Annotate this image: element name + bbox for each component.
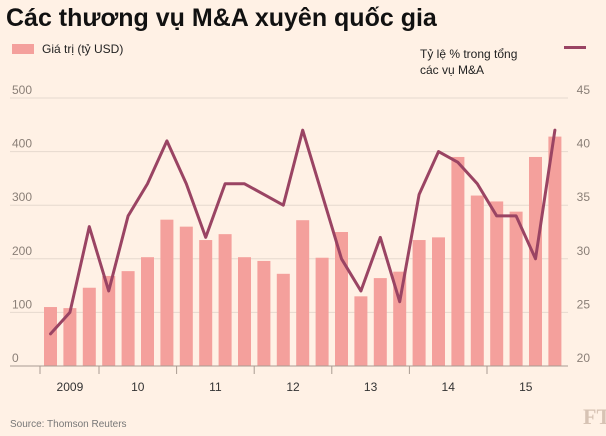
y-right-tick-label: 40 (577, 137, 591, 151)
bar (354, 296, 368, 366)
source-note: Source: Thomson Reuters (10, 419, 127, 430)
legend-line: Tỷ lệ % trong tổng các vụ M&A (420, 46, 560, 78)
bar (432, 237, 445, 366)
bar (335, 232, 348, 366)
bar (179, 226, 193, 366)
bar (160, 219, 174, 366)
y-left-tick-label: 400 (12, 137, 32, 151)
y-left-tick-label: 200 (12, 244, 32, 258)
x-tick-label: 2009 (57, 380, 84, 394)
bar (121, 271, 135, 366)
ft-logo: FT (583, 404, 606, 429)
bar (238, 257, 251, 366)
share-line (49, 128, 557, 336)
bar (82, 287, 96, 366)
bar (141, 257, 154, 366)
y-right-tick-label: 25 (577, 297, 591, 311)
y-right-tick-label: 45 (577, 83, 591, 97)
y-left-tick-label: 500 (12, 83, 32, 97)
bar (218, 234, 232, 366)
bar (490, 201, 504, 366)
bar (451, 156, 465, 366)
bar (296, 220, 310, 366)
chart-title: Các thương vụ M&A xuyên quốc gia (6, 4, 437, 32)
x-tick-label: 15 (519, 380, 533, 394)
legend-bar: Giá trị (tỷ USD) (12, 42, 123, 56)
legend-bar-swatch (12, 44, 34, 54)
bar (548, 136, 562, 366)
bar (199, 240, 213, 366)
x-tick-label: 10 (131, 380, 145, 394)
bar (257, 260, 271, 366)
y-left-tick-label: 0 (12, 351, 19, 365)
legend-bar-label: Giá trị (tỷ USD) (42, 42, 124, 56)
bar (509, 211, 523, 366)
y-left-tick-label: 300 (12, 190, 32, 204)
legend-line-label-2: các vụ M&A (420, 63, 485, 77)
x-tick-label: 11 (209, 380, 222, 394)
legend-line-label-1: Tỷ lệ % trong tổng (420, 47, 518, 61)
bar (373, 278, 387, 366)
y-right-tick-label: 20 (577, 351, 591, 365)
x-tick-label: 14 (442, 380, 456, 394)
bar (529, 156, 542, 366)
bar (102, 275, 116, 366)
y-left-tick-label: 100 (12, 297, 32, 311)
y-right-tick-label: 35 (577, 190, 591, 204)
bar (44, 307, 57, 366)
x-tick-label: 13 (364, 380, 378, 394)
bar (276, 273, 290, 366)
bar (412, 240, 426, 366)
x-tick-label: 12 (286, 380, 300, 394)
y-right-tick-label: 30 (577, 244, 591, 258)
bar (315, 257, 329, 366)
bar (470, 195, 484, 366)
legend-line-swatch (564, 46, 586, 49)
bar (63, 308, 77, 366)
